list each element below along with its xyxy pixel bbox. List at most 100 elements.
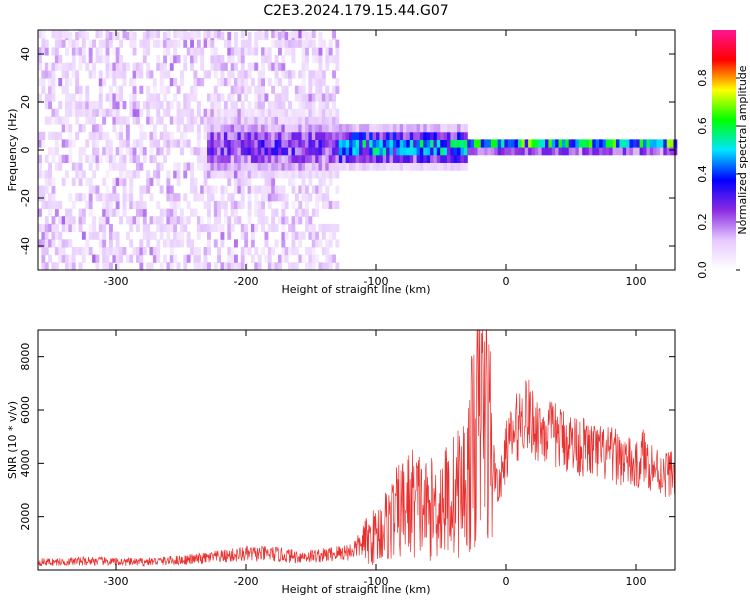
heatmap-cell — [305, 93, 309, 102]
heatmap-cell — [443, 131, 448, 140]
heatmap-cell — [267, 247, 272, 256]
heatmap-cell — [335, 162, 340, 171]
heatmap-cell — [284, 147, 289, 156]
heatmap-cell — [649, 139, 654, 148]
heatmap-cell — [105, 55, 110, 64]
heatmap-cell — [234, 108, 238, 117]
heatmap-cell — [115, 85, 120, 94]
heatmap-cell — [261, 247, 265, 256]
heatmap-cell — [294, 116, 299, 125]
heatmap-cell — [149, 116, 154, 125]
heatmap-cell — [294, 39, 299, 48]
heatmap-cell — [129, 93, 134, 102]
heatmap-cell — [54, 39, 59, 48]
heatmap-cell — [159, 101, 164, 110]
heatmap-cell — [75, 101, 80, 110]
heatmap-cell — [250, 62, 255, 71]
heatmap-cell — [129, 147, 134, 156]
heatmap-cell — [261, 93, 265, 102]
heatmap-cell — [237, 177, 242, 186]
heatmap-cell — [136, 200, 140, 210]
x-tick-label: -300 — [104, 575, 129, 588]
heatmap-cell — [629, 147, 634, 156]
heatmap-cell — [213, 108, 218, 117]
heatmap-cell — [44, 116, 49, 125]
heatmap-cell — [436, 124, 441, 133]
heatmap-cell — [254, 185, 259, 194]
heatmap-cell — [207, 93, 211, 102]
heatmap-cell — [159, 131, 164, 140]
heatmap-cell — [447, 139, 451, 148]
heatmap-cell — [183, 193, 188, 202]
heatmap-cell — [152, 101, 157, 110]
heatmap-cell — [311, 139, 316, 148]
heatmap-cell — [474, 147, 478, 156]
heatmap-cell — [85, 101, 90, 110]
heatmap-cell — [92, 101, 96, 110]
heatmap-cell — [511, 147, 516, 156]
heatmap-cell — [305, 124, 309, 133]
heatmap-cell — [605, 147, 610, 156]
heatmap-cell — [200, 162, 205, 171]
heatmap-cell — [139, 70, 144, 79]
heatmap-cell — [328, 223, 333, 233]
heatmap-cell — [301, 131, 306, 140]
heatmap-cell — [244, 78, 249, 87]
heatmap-cell — [169, 185, 174, 194]
heatmap-cell — [132, 147, 137, 156]
heatmap-cell — [406, 162, 411, 171]
heatmap-cell — [193, 30, 198, 39]
heatmap-cell — [92, 124, 96, 133]
heatmap-cell — [240, 62, 245, 71]
heatmap-cell — [305, 39, 309, 48]
heatmap-cell — [156, 200, 161, 210]
heatmap-cell — [136, 208, 140, 217]
heatmap-cell — [38, 239, 42, 248]
heatmap-cell — [308, 78, 313, 87]
heatmap-cell — [146, 101, 151, 110]
heatmap-cell — [315, 162, 320, 171]
heatmap-cell — [98, 223, 103, 233]
heatmap-cell — [85, 62, 90, 71]
heatmap-cell — [372, 124, 377, 133]
heatmap-cell — [115, 147, 120, 156]
heatmap-cell — [146, 262, 151, 271]
heatmap-cell — [605, 139, 610, 148]
heatmap-cell — [98, 108, 103, 117]
heatmap-cell — [349, 131, 353, 140]
heatmap-cell — [247, 147, 252, 156]
heatmap-cell — [305, 101, 309, 110]
heatmap-cell — [139, 131, 144, 140]
heatmap-cell — [98, 131, 103, 140]
heatmap-cell — [250, 223, 255, 233]
heatmap-cell — [409, 154, 414, 163]
heatmap-cell — [85, 93, 90, 102]
heatmap-cell — [92, 131, 96, 140]
heatmap-cell — [230, 139, 235, 148]
heatmap-cell — [294, 139, 299, 148]
heatmap-cell — [403, 154, 407, 163]
heatmap-cell — [105, 147, 110, 156]
heatmap-cell — [261, 31, 265, 41]
heatmap-cell — [119, 39, 123, 48]
heatmap-cell — [440, 162, 445, 171]
heatmap-cell — [234, 147, 238, 156]
heatmap-cell — [301, 101, 306, 110]
heatmap-cell — [470, 147, 475, 156]
heatmap-cell — [65, 70, 69, 79]
heatmap-cell — [122, 200, 127, 210]
heatmap-cell — [291, 162, 296, 171]
heatmap-cell — [281, 139, 286, 148]
heatmap-cell — [426, 154, 431, 163]
heatmap-cell — [325, 154, 330, 163]
heatmap-cell — [288, 154, 292, 163]
heatmap-cell — [298, 170, 303, 179]
heatmap-cell — [71, 177, 76, 186]
heatmap-cell — [227, 47, 232, 56]
heatmap-cell — [332, 200, 336, 210]
heatmap-cell — [210, 116, 215, 125]
heatmap-cell — [122, 62, 127, 71]
heatmap-cell — [321, 93, 326, 102]
heatmap-cell — [659, 139, 664, 148]
heatmap-cell — [612, 147, 617, 156]
